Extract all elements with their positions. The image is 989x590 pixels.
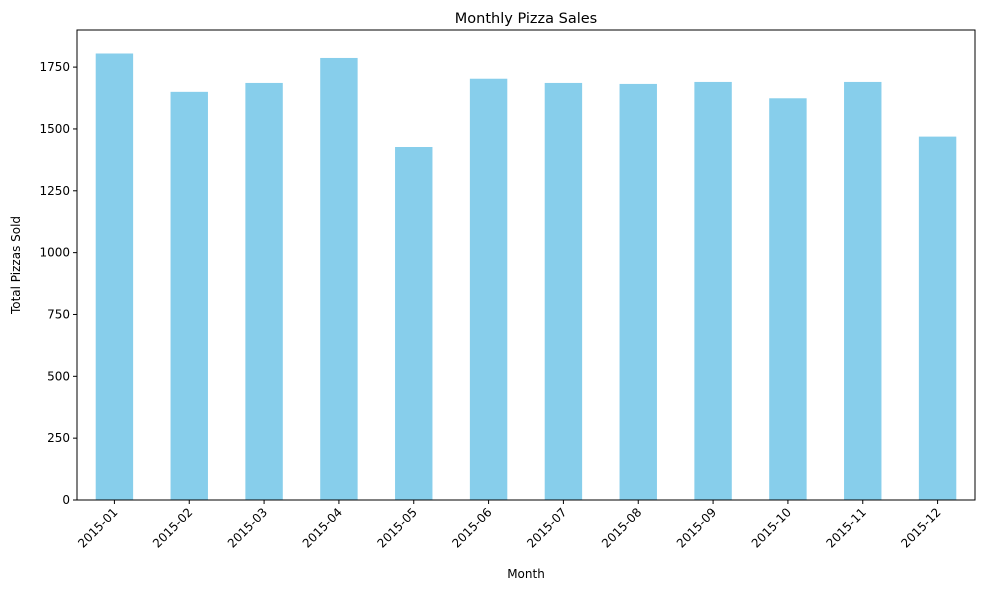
bar-2015-07 bbox=[544, 82, 583, 501]
x-tick-label: 2015-09 bbox=[674, 505, 719, 550]
bar-2015-10 bbox=[769, 98, 807, 500]
x-tick-label: 2015-02 bbox=[150, 505, 195, 550]
x-tick-label: 2015-06 bbox=[449, 505, 494, 550]
y-tick-label: 1500 bbox=[39, 122, 70, 136]
x-tick-label: 2015-04 bbox=[300, 505, 345, 550]
x-tick-label: 2015-11 bbox=[824, 505, 869, 550]
x-tick-label: 2015-05 bbox=[375, 505, 420, 550]
x-tick-label: 2015-08 bbox=[599, 505, 644, 550]
y-tick-label: 0 bbox=[62, 493, 70, 507]
bar-2015-08 bbox=[619, 83, 657, 500]
y-tick-label: 500 bbox=[47, 369, 70, 383]
bar-2015-06 bbox=[469, 78, 508, 501]
bar-2015-04 bbox=[320, 57, 358, 500]
bar-2015-01 bbox=[95, 53, 134, 500]
plot-frame bbox=[76, 29, 976, 501]
y-tick-label: 750 bbox=[47, 307, 70, 321]
x-tick-label: 2015-03 bbox=[225, 505, 270, 550]
y-tick-label: 1250 bbox=[39, 184, 70, 198]
bars-group bbox=[95, 53, 957, 501]
x-tick-label: 2015-01 bbox=[75, 505, 120, 550]
bar-2015-09 bbox=[694, 81, 732, 501]
y-tick-label: 250 bbox=[47, 431, 70, 445]
y-axis-label: Total Pizzas Sold bbox=[9, 216, 23, 315]
bar-2015-11 bbox=[844, 81, 882, 501]
bar-2015-05 bbox=[395, 147, 433, 501]
bar-2015-12 bbox=[918, 136, 957, 500]
bar-2015-02 bbox=[170, 91, 208, 500]
x-tick-label: 2015-12 bbox=[898, 505, 943, 550]
x-tick-label: 2015-07 bbox=[524, 505, 569, 550]
x-tick-label: 2015-10 bbox=[749, 505, 794, 550]
y-tick-label: 1000 bbox=[39, 246, 70, 260]
bar-2015-03 bbox=[245, 82, 283, 501]
y-tick-label: 1750 bbox=[39, 60, 70, 74]
chart-title: Monthly Pizza Sales bbox=[455, 11, 597, 27]
y-axis-ticks: 0 250 500 750 1000 1250 1500 1750 bbox=[39, 60, 77, 507]
x-axis-ticks: 2015-01 2015-02 2015-03 2015-04 2015-05 2015-… bbox=[75, 500, 944, 551]
x-axis-label: Month bbox=[507, 567, 545, 581]
